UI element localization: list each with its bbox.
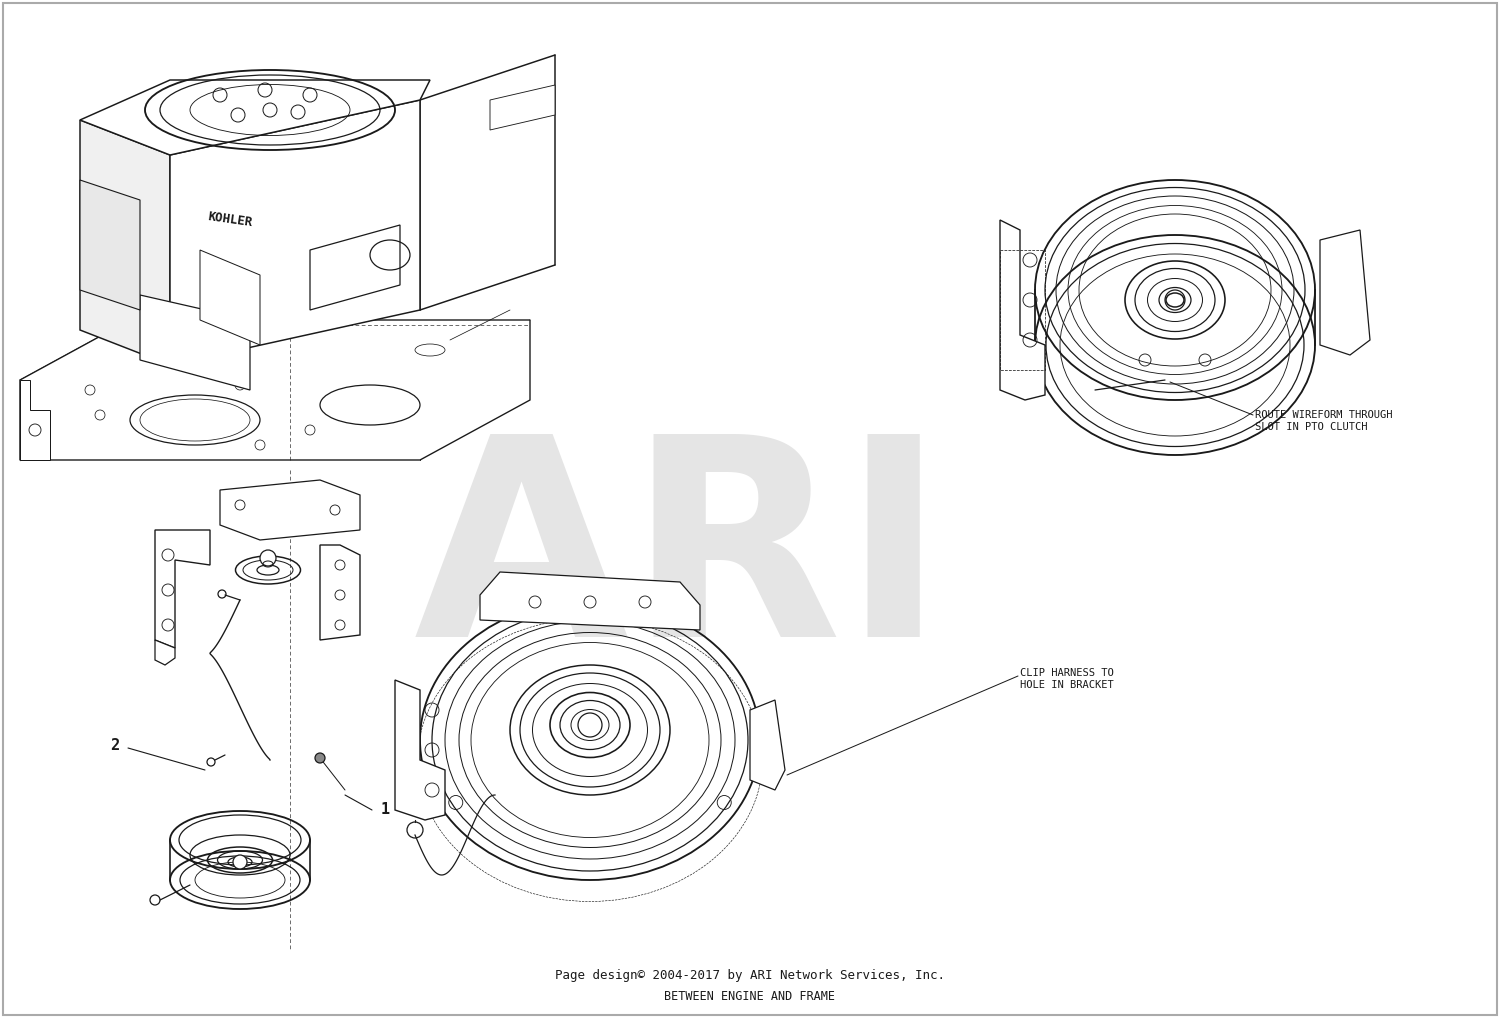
Polygon shape	[80, 180, 140, 310]
Text: ROUTE WIREFORM THROUGH
SLOT IN PTO CLUTCH: ROUTE WIREFORM THROUGH SLOT IN PTO CLUTC…	[1256, 410, 1392, 432]
Polygon shape	[20, 380, 50, 460]
Text: 2: 2	[111, 737, 120, 752]
Circle shape	[315, 753, 326, 764]
Polygon shape	[80, 80, 430, 155]
Circle shape	[260, 550, 276, 566]
Polygon shape	[750, 700, 784, 790]
Polygon shape	[170, 100, 420, 365]
Polygon shape	[154, 640, 176, 665]
Text: Page design© 2004-2017 by ARI Network Services, Inc.: Page design© 2004-2017 by ARI Network Se…	[555, 968, 945, 981]
Polygon shape	[200, 250, 260, 345]
Polygon shape	[310, 225, 401, 310]
Polygon shape	[80, 120, 170, 365]
Polygon shape	[480, 572, 700, 630]
Polygon shape	[490, 84, 555, 130]
Text: 1: 1	[381, 802, 390, 817]
Polygon shape	[320, 545, 360, 640]
Text: ARI: ARI	[414, 425, 946, 695]
Polygon shape	[1000, 220, 1045, 400]
Polygon shape	[394, 680, 445, 821]
Text: KOHLER: KOHLER	[207, 211, 254, 230]
Text: CLIP HARNESS TO
HOLE IN BRACKET: CLIP HARNESS TO HOLE IN BRACKET	[1020, 668, 1113, 689]
Polygon shape	[220, 480, 360, 540]
Polygon shape	[154, 530, 210, 648]
Text: BETWEEN ENGINE AND FRAME: BETWEEN ENGINE AND FRAME	[664, 989, 836, 1003]
Polygon shape	[1320, 230, 1370, 355]
Polygon shape	[20, 320, 530, 460]
Polygon shape	[140, 295, 250, 390]
Circle shape	[232, 855, 248, 869]
Circle shape	[578, 713, 602, 737]
Circle shape	[1166, 290, 1185, 310]
